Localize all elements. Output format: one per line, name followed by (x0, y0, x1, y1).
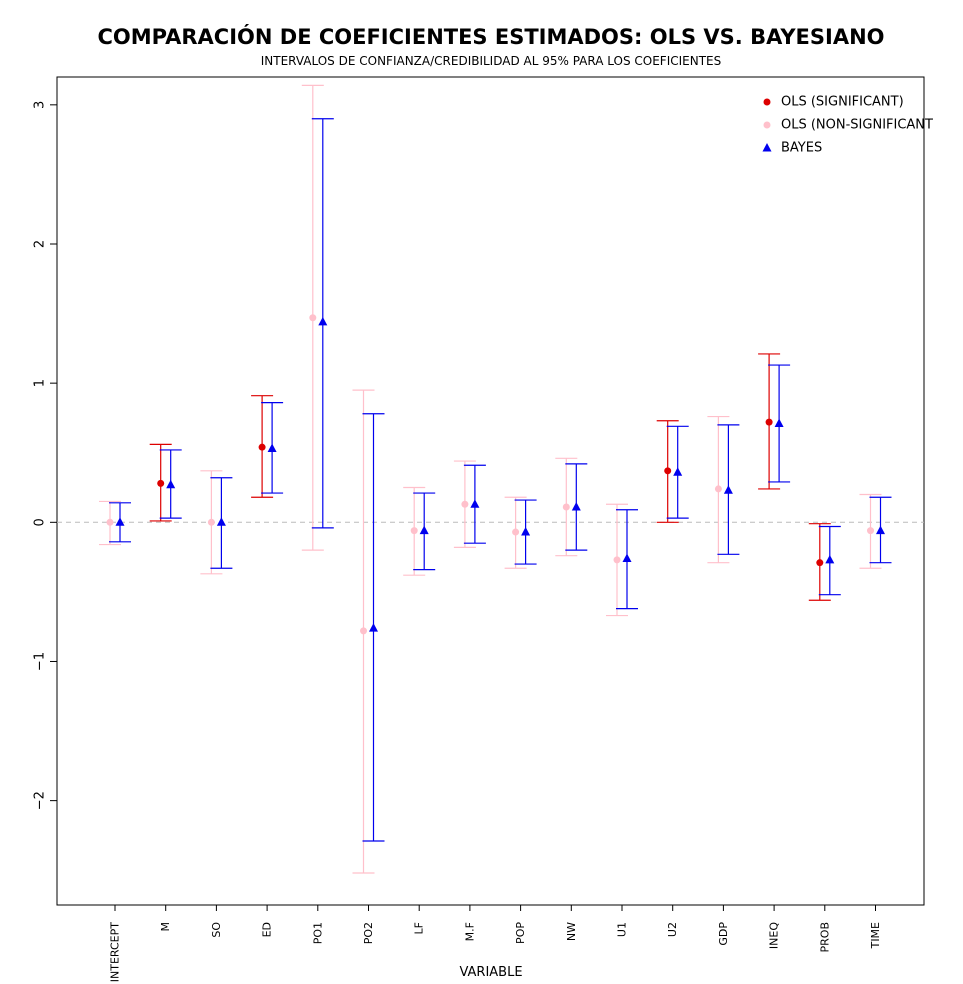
x-category-label: POP (514, 922, 527, 944)
y-tick-label: −2 (33, 791, 48, 810)
bayes-point (622, 553, 632, 562)
bayes-point (318, 316, 328, 326)
x-category-label: U2 (666, 922, 679, 937)
ols-significant-point (664, 467, 672, 475)
ols-non-significant-point (461, 500, 469, 508)
ols-non-significant-point (207, 518, 215, 526)
bayes-point (369, 623, 378, 632)
bayes-point (267, 443, 277, 453)
bayes-point (419, 525, 429, 535)
legend-label: BAYES (781, 141, 822, 156)
ols-non-significant-point (512, 528, 520, 536)
ols-non-significant-point (309, 314, 317, 322)
legend-label: OLS (NON-SIGNIFICANT (781, 118, 933, 133)
ols-significant-point (765, 418, 773, 426)
bayes-point (825, 554, 835, 564)
y-tick-label: 0 (33, 518, 48, 526)
bayes-point (216, 517, 226, 526)
y-axis: −2 −1 0 1 2 3 (33, 101, 57, 810)
x-category-label: GDP (717, 922, 730, 946)
ols-non-significant-point (410, 527, 418, 535)
ols-significant-point (816, 559, 824, 567)
ols-series (99, 84, 882, 874)
x-category-label: INEQ (768, 922, 781, 949)
ols-significant-point (157, 479, 165, 487)
ols-non-significant-point (106, 518, 114, 526)
bayes-point (876, 525, 885, 535)
bayes-point (723, 485, 733, 494)
chart-subtitle: INTERVALOS DE CONFIANZA/CREDIBILIDAD AL … (261, 54, 722, 68)
y-tick-label: 3 (33, 101, 48, 109)
y-tick-label: 2 (33, 240, 48, 248)
x-category-label: M (159, 922, 172, 932)
plot-area-frame (56, 76, 925, 906)
bayes-series (109, 118, 892, 842)
bayes-point (166, 479, 176, 489)
y-tick-label: 1 (33, 379, 48, 387)
x-category-label: TIME (869, 922, 882, 949)
x-category-label: LF (413, 922, 426, 934)
ols-non-significant-point (613, 556, 621, 564)
bayes-point (470, 499, 480, 508)
ols-significant-point (258, 443, 266, 451)
x-category-label: PO1 (311, 922, 324, 944)
bayes-point (774, 418, 784, 428)
legend-marker (763, 121, 771, 129)
y-tick-label: −1 (33, 652, 48, 671)
x-category-label: PROB (818, 922, 831, 952)
chart-title: COMPARACIÓN DE COEFICIENTES ESTIMADOS: O… (98, 24, 885, 49)
legend-marker (762, 143, 772, 152)
x-category-label: ED (261, 922, 274, 937)
legend-marker (763, 98, 771, 106)
x-category-label: INTERCEPT (109, 922, 122, 983)
bayes-point (571, 502, 581, 511)
ols-non-significant-point (867, 527, 874, 535)
bayes-point (521, 527, 531, 536)
legend: OLS (SIGNIFICANT) OLS (NON-SIGNIFICANT BAY… (762, 95, 933, 156)
bayes-point (673, 467, 683, 476)
x-category-label: NW (565, 922, 578, 941)
x-category-label: SO (210, 922, 223, 938)
ols-non-significant-point (360, 627, 367, 635)
bayes-point (115, 517, 125, 526)
ols-non-significant-point (562, 503, 570, 511)
legend-label: OLS (SIGNIFICANT) (781, 95, 904, 110)
x-category-label: U1 (616, 922, 629, 937)
ols-non-significant-point (714, 485, 722, 493)
x-category-label: PO2 (362, 922, 375, 944)
x-axis-title: VARIABLE (459, 965, 522, 980)
x-category-label: M.F (463, 922, 476, 941)
x-axis: INTERCEPT M SO ED PO1 PO2 LF M.F POP NW U1 U2 GDP INE… (109, 905, 882, 983)
